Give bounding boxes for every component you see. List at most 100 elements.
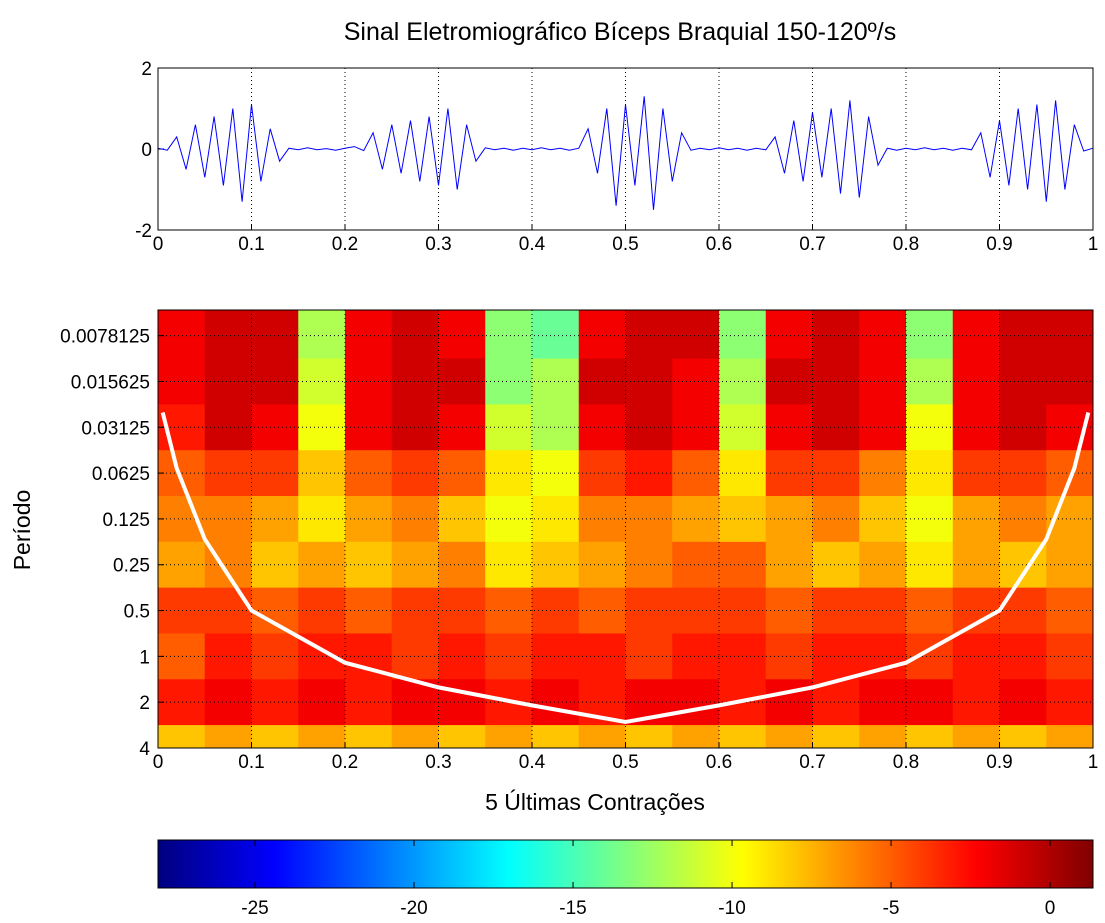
heatmap-cell <box>485 633 533 680</box>
x-axis-label: 5 Últimas Contrações <box>485 789 705 815</box>
heatmap-cell <box>719 310 767 360</box>
colorbar-tick-label: -5 <box>883 898 900 919</box>
heatmap-cell <box>906 679 954 726</box>
heatmap-cell <box>158 450 206 497</box>
heatmap-cell <box>765 587 813 634</box>
heatmap-cell <box>812 450 860 497</box>
heatmap-cell <box>906 541 954 589</box>
x-tick-label: 0.8 <box>893 234 919 255</box>
heatmap-cell <box>251 310 299 360</box>
heatmap-cell <box>952 450 1000 497</box>
heatmap-cell <box>1046 310 1093 360</box>
heatmap-cell <box>765 358 813 405</box>
heatmap-cell <box>485 310 533 360</box>
heatmap-cell <box>952 679 1000 726</box>
heatmap-cell <box>158 541 206 589</box>
x-tick-label: 0.3 <box>425 752 451 773</box>
heatmap-cell <box>1046 725 1093 748</box>
heatmap-cell <box>391 496 439 543</box>
heatmap-cell <box>532 633 580 680</box>
heatmap-cell <box>204 679 252 726</box>
x-tick-label: 0.9 <box>986 234 1012 255</box>
heatmap-cell <box>765 679 813 726</box>
heatmap-cell <box>672 358 720 405</box>
heatmap-cell <box>906 496 954 543</box>
x-tick-label: 0 <box>153 752 164 773</box>
y-tick-label: 0 <box>141 140 152 161</box>
heatmap-cell <box>532 310 580 360</box>
plot-frame <box>157 67 1094 231</box>
heatmap-cell <box>672 725 720 748</box>
heatmap-cell <box>485 541 533 589</box>
heatmap-cell <box>765 725 813 748</box>
heatmap-cell <box>952 496 1000 543</box>
heatmap-cell <box>158 310 206 360</box>
y-axis-label: Período <box>9 490 35 571</box>
heatmap-cell <box>765 310 813 360</box>
heatmap-cell <box>906 358 954 405</box>
y-tick-label: 0.0078125 <box>60 327 150 348</box>
x-tick-label: 1 <box>1088 752 1099 773</box>
heatmap-cell <box>625 450 673 497</box>
heatmap-cell <box>672 404 720 451</box>
heatmap-cell <box>532 450 580 497</box>
heatmap-cell <box>158 725 206 748</box>
heatmap-cell <box>952 587 1000 634</box>
heatmap-cell <box>532 358 580 405</box>
x-tick-label: 0.1 <box>238 234 264 255</box>
heatmap-cell <box>625 358 673 405</box>
x-tick-label: 0.7 <box>799 752 825 773</box>
heatmap-cell <box>438 310 486 360</box>
heatmap-cell <box>391 633 439 680</box>
heatmap-cell <box>391 725 439 748</box>
heatmap-cell <box>765 404 813 451</box>
heatmap-cell <box>812 496 860 543</box>
heatmap-cell <box>391 358 439 405</box>
x-tick-label: 0.7 <box>799 234 825 255</box>
x-tick-label: 0.4 <box>519 752 546 773</box>
heatmap-cell <box>532 496 580 543</box>
heatmap-cell <box>906 587 954 634</box>
heatmap-cell <box>719 725 767 748</box>
colorbar-tick-label: -15 <box>559 898 586 919</box>
colorbar <box>157 839 1094 889</box>
heatmap-cell <box>251 725 299 748</box>
heatmap-cell <box>812 633 860 680</box>
heatmap-cell <box>298 310 346 360</box>
y-tick-label: -2 <box>135 221 152 242</box>
heatmap-cell <box>906 404 954 451</box>
heatmap-cell <box>906 450 954 497</box>
colorbar-tick-label: -20 <box>400 898 427 919</box>
heatmap-cell <box>345 541 393 589</box>
heatmap-cell <box>345 725 393 748</box>
heatmap-cell <box>578 310 626 360</box>
heatmap-cell <box>625 310 673 360</box>
cone-of-influence <box>160 412 1091 725</box>
heatmap-cell <box>204 587 252 634</box>
colorbar-tick-label: -25 <box>241 898 268 919</box>
x-tick-label: 0 <box>153 234 164 255</box>
x-tick-label: 0.9 <box>986 752 1012 773</box>
heatmap-cell <box>485 725 533 748</box>
heatmap-cell <box>345 358 393 405</box>
plot-frame <box>157 309 1094 749</box>
heatmap-cell <box>438 725 486 748</box>
heatmap-cell <box>532 725 580 748</box>
signal-line <box>157 96 1094 210</box>
heatmap-cell <box>765 496 813 543</box>
heatmap-cell <box>158 679 206 726</box>
heatmap-cell <box>672 587 720 634</box>
y-tick-label: 0.5 <box>124 602 150 623</box>
heatmap-cell <box>345 404 393 451</box>
heatmap-cell <box>812 404 860 451</box>
heatmap-cell <box>625 633 673 680</box>
heatmap-cell <box>812 725 860 748</box>
y-tick-label: 0.25 <box>113 556 150 577</box>
heatmap-cell <box>532 404 580 451</box>
heatmap-cell <box>578 725 626 748</box>
x-tick-label: 0.1 <box>238 752 264 773</box>
x-tick-label: 0.4 <box>519 234 546 255</box>
heatmap-cell <box>906 310 954 360</box>
heatmap-cell <box>625 587 673 634</box>
heatmap-cell <box>999 310 1047 360</box>
